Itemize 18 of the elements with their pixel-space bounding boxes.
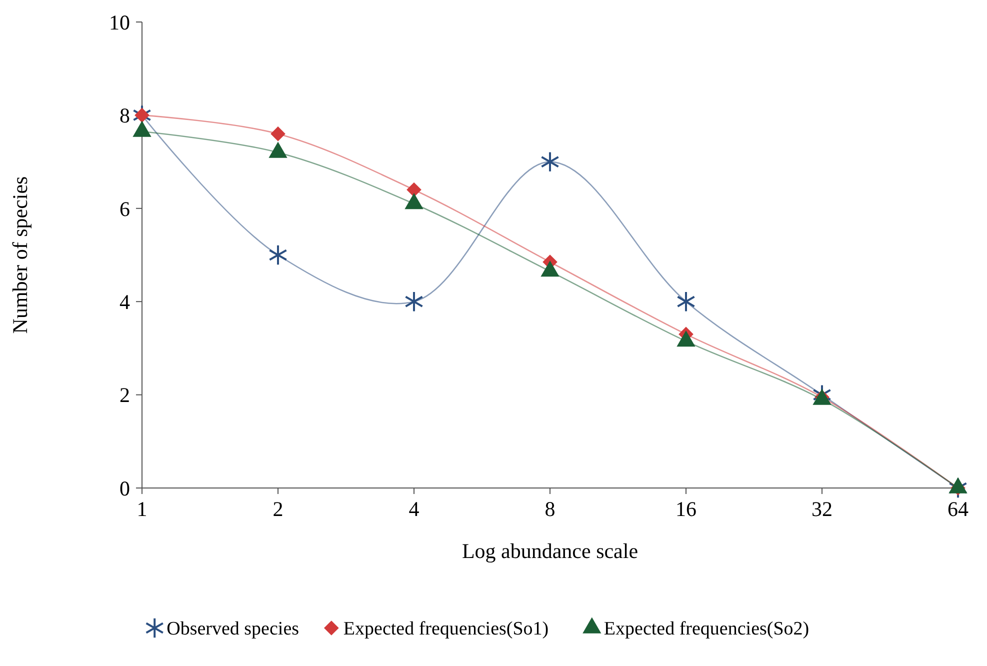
y-tick-label: 2 [120,383,130,408]
y-axis-title: Number of species [8,176,32,334]
x-tick-label: 32 [812,497,832,521]
legend-label: Observed species [166,618,300,640]
y-tick-label: 0 [120,476,130,500]
y-tick-label: 4 [120,290,130,314]
x-axis-title: Log abundance scale [462,539,638,563]
x-tick-label: 2 [272,497,284,521]
x-tick-label: 8 [544,497,556,521]
x-tick-label: 4 [408,497,420,521]
y-tick-label: 6 [120,196,130,221]
x-tick-label: 64 [948,497,969,521]
legend-label: Expected frequencies(So1) [343,618,549,640]
legend-label: Expected frequencies(So2) [604,618,810,640]
x-tick-label: 1 [136,497,148,521]
y-tick-label: 8 [120,104,130,128]
y-tick-label: 10 [109,10,130,34]
x-tick-label: 16 [676,497,696,521]
